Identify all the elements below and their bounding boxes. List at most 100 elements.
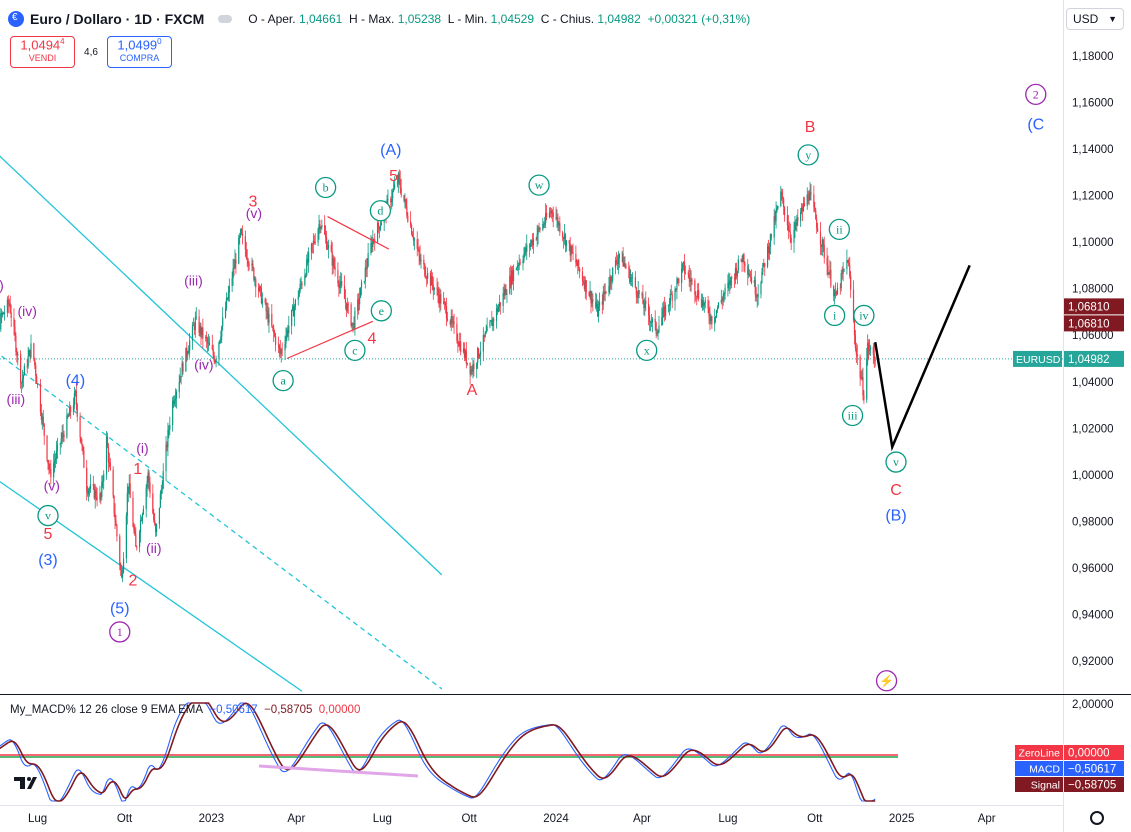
wave-circle [272,369,294,392]
candle-body [671,294,673,301]
candle-body [86,467,88,492]
tradingview-logo-icon[interactable] [14,775,44,796]
candle-body [654,318,656,323]
candle-body [40,411,42,420]
candle-body [278,345,280,349]
candle-body [497,307,500,312]
wave-circle [853,304,875,327]
candle-body [624,263,626,266]
candle-body [542,223,544,230]
candle-body [661,317,663,326]
projection-path [874,264,971,452]
candle-body [107,447,110,463]
wave-label: (ii) [0,277,4,293]
candle-body [708,309,710,317]
channel-line-1 [0,354,443,690]
candle-body [357,299,359,311]
candle-body [313,240,315,243]
candle-body [444,303,447,307]
candle-body [669,293,671,305]
candle-body [456,323,458,341]
candle-body [702,300,704,306]
candle-body [112,469,114,496]
candle-body [61,433,63,439]
currency-dropdown[interactable]: USD ▼ [1066,8,1124,30]
price-tick-label: 1,18000 [1072,51,1114,63]
macd-indicator-name[interactable]: My_MACD% 12 26 close 9 EMA EMA [10,704,204,716]
candle-body [391,198,393,203]
candle-body [208,342,211,346]
candle-body [853,320,856,336]
candle-body [93,485,95,499]
candle-body [114,513,116,521]
candle-body [121,572,124,578]
candle-body [233,268,235,269]
candle-body [436,287,438,290]
candle-body [96,497,98,500]
candle-body [398,173,400,180]
candle-body [707,300,709,310]
candle-body [193,325,195,330]
sell-button[interactable]: 1,04944 VENDI [10,36,75,68]
candle-body [252,263,254,269]
candle-body [141,514,144,521]
candle-body [172,400,175,405]
candle-body [647,303,650,316]
candle-body [797,217,799,221]
candle-body [241,233,244,237]
candle-body [783,206,786,216]
candle-body [453,321,455,324]
candle-body [808,199,810,201]
candle-body [373,239,375,241]
candle-body [274,335,277,345]
candle-body [22,375,25,379]
candle-body [318,224,320,230]
candle-body [162,471,164,489]
buy-label: COMPRA [119,53,160,64]
candle-body [529,243,532,247]
candle-body [549,212,551,214]
candle-body [48,463,50,469]
candle-body [724,287,726,294]
candle-body [522,260,524,264]
candle-body [529,244,531,247]
candle-body [486,326,488,332]
candle-body [148,472,150,483]
candle-body [755,294,757,298]
candle-body [244,236,246,250]
candle-body [823,245,825,258]
candle-body [92,484,94,486]
candle-body [465,350,467,364]
price-tick-label: 1,00000 [1072,470,1114,482]
candle-body [545,212,547,223]
wave-label: (5) [110,601,130,618]
candle-body [300,283,302,285]
candle-body [781,191,783,197]
candle-body [88,488,91,491]
candle-body [733,278,736,280]
candle-body [326,248,329,250]
candle-body [810,192,812,195]
open-label: O - Aper. [248,12,296,26]
candle-body [552,212,554,218]
candle-body [576,263,578,266]
candle-body [572,252,574,254]
visibility-toggle-icon[interactable] [218,15,233,23]
settings-gear-icon[interactable] [1090,811,1104,825]
candle-body [612,267,614,281]
candle-body [81,443,83,446]
macd-name-box [1015,761,1063,776]
candle-body [186,347,188,356]
candle-body [285,336,287,344]
candle-body [366,266,368,270]
candle-body [266,310,268,312]
candle-body [291,306,294,310]
candle-body [99,493,101,500]
candle-body [154,520,156,524]
buy-button[interactable]: 1,04990 COMPRA [107,36,172,68]
candle-body [420,259,422,262]
candle-body [700,299,703,307]
candle-body [491,320,493,327]
symbol-title[interactable]: Euro / Dollaro · 1D · FXCM [30,11,205,27]
